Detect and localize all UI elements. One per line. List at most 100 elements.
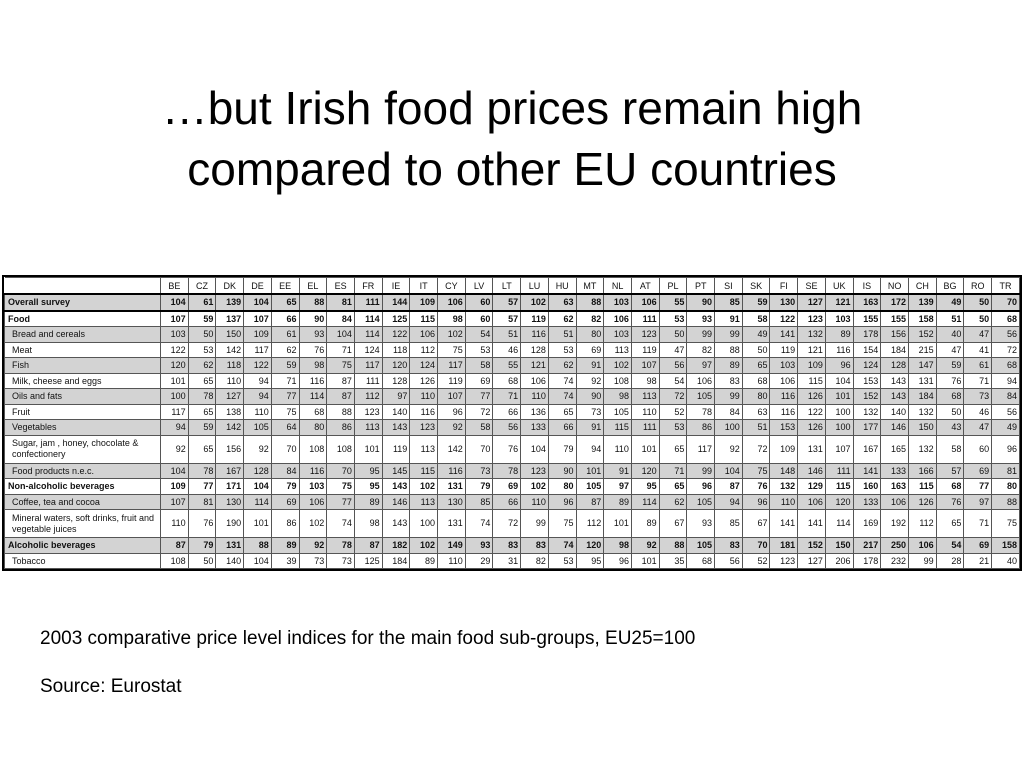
table-cell: 53 [547, 341, 577, 358]
table-cell: 160 [852, 478, 882, 495]
table-cell: 94 [243, 388, 272, 405]
table-cell: 92 [160, 434, 189, 464]
table-cell: 103 [603, 293, 632, 312]
table-cell: 76 [298, 341, 328, 358]
table-cell: 92 [714, 434, 743, 464]
table-cell: 116 [769, 403, 799, 420]
table-cell: 89 [824, 326, 854, 343]
table-cell: 58 [464, 419, 494, 436]
table-cell: 117 [437, 357, 466, 374]
table-cell: 155 [880, 310, 909, 327]
table-cell: 66 [547, 419, 577, 436]
table-cell: 117 [353, 357, 383, 374]
column-header-es: ES [326, 277, 355, 295]
table-cell: 72 [492, 509, 522, 538]
table-cell: 54 [935, 537, 965, 554]
table-cell: 102 [603, 357, 632, 374]
table-cell: 121 [797, 341, 826, 358]
table-cell: 118 [381, 341, 411, 358]
table-cell: 141 [769, 509, 799, 538]
table-cell: 97 [603, 478, 632, 495]
table-cell: 69 [270, 493, 300, 510]
table-cell: 122 [769, 310, 799, 327]
table-cell: 72 [991, 341, 1020, 358]
table-cell: 163 [880, 478, 909, 495]
table-cell: 113 [409, 434, 439, 464]
table-cell: 82 [686, 341, 716, 358]
table-cell: 77 [187, 478, 217, 495]
table-cell: 52 [658, 403, 688, 420]
table-cell: 74 [547, 388, 577, 405]
table-cell: 192 [880, 509, 909, 538]
column-header-it: IT [409, 277, 439, 295]
table-cell: 109 [409, 293, 439, 312]
table-cell: 133 [852, 493, 882, 510]
table-cell: 104 [326, 326, 355, 343]
table-cell: 177 [852, 419, 882, 436]
table-cell: 51 [741, 419, 771, 436]
table-cell: 119 [520, 310, 549, 327]
table-cell: 132 [852, 403, 882, 420]
table-cell: 81 [991, 462, 1020, 479]
table-cell: 102 [298, 509, 328, 538]
table-cell: 58 [464, 357, 494, 374]
table-cell: 59 [270, 357, 300, 374]
table-row: Food 107 59 137 107 66 90 84 114 125 115 98 60 57 119 6… [4, 310, 1020, 327]
table-cell: 46 [492, 341, 522, 358]
table-cell: 63 [547, 293, 577, 312]
table-cell: 70 [741, 537, 771, 554]
table-cell: 104 [160, 462, 189, 479]
table-cell: 126 [907, 493, 937, 510]
table-cell: 80 [575, 326, 605, 343]
slide-title-line-2: compared to other EU countries [187, 143, 837, 195]
table-cell: 70 [991, 293, 1020, 312]
table-cell: 83 [520, 537, 549, 554]
column-header-ch: CH [907, 277, 937, 295]
table-cell: 110 [215, 372, 245, 389]
column-header-ee: EE [270, 277, 300, 295]
table-cell: 47 [963, 419, 993, 436]
table-row: Non-alcoholic beverages 109 77 171 104 79 103 7… [4, 478, 1020, 495]
table-cell: 60 [464, 310, 494, 327]
table-cell: 87 [353, 537, 383, 554]
table-cell: 106 [409, 326, 439, 343]
table-cell: 78 [187, 462, 217, 479]
table-cell: 120 [575, 537, 605, 554]
table-cell: 121 [520, 357, 549, 374]
table-cell: 103 [160, 326, 189, 343]
table-cell: 65 [187, 434, 217, 464]
table-cell: 75 [741, 462, 771, 479]
table-cell: 182 [381, 537, 411, 554]
table-cell: 111 [353, 293, 383, 312]
table-cell: 146 [797, 462, 826, 479]
table-cell: 142 [215, 419, 245, 436]
table-cell: 155 [852, 310, 882, 327]
table-cell: 89 [353, 493, 383, 510]
table-cell: 53 [187, 341, 217, 358]
table-header-label-cell [4, 277, 161, 295]
table-cell: 150 [215, 326, 245, 343]
table-cell: 110 [769, 493, 799, 510]
table-cell: 28 [935, 552, 965, 569]
row-label: Milk, cheese and eggs [4, 372, 161, 389]
column-header-lu: LU [520, 277, 549, 295]
table-cell: 84 [714, 403, 743, 420]
table-cell: 150 [907, 419, 937, 436]
table-cell: 143 [880, 388, 909, 405]
column-header-pt: PT [686, 277, 716, 295]
table-cell: 108 [298, 434, 328, 464]
table-cell: 101 [603, 509, 632, 538]
table-cell: 119 [437, 372, 466, 389]
table-cell: 117 [160, 403, 189, 420]
table-cell: 88 [658, 537, 688, 554]
table-cell: 50 [658, 326, 688, 343]
table-cell: 105 [686, 388, 716, 405]
table-cell: 92 [437, 419, 466, 436]
table-cell: 80 [741, 388, 771, 405]
row-label: Fish [4, 357, 161, 374]
table-cell: 109 [243, 326, 272, 343]
table-cell: 131 [907, 372, 937, 389]
table-cell: 126 [797, 419, 826, 436]
table-cell: 140 [215, 552, 245, 569]
table-cell: 106 [437, 293, 466, 312]
